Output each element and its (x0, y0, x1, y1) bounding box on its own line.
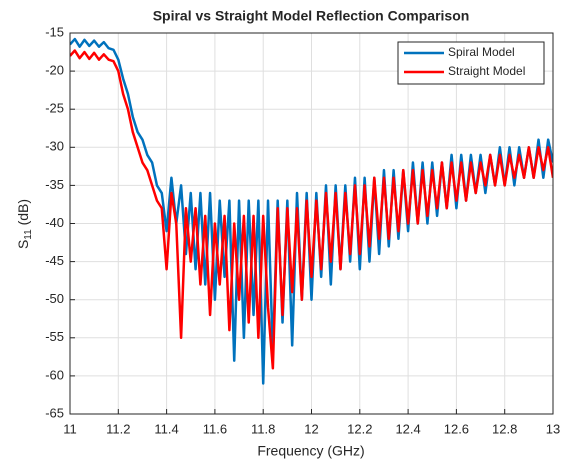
y-tick-label: -40 (45, 215, 64, 230)
y-tick-label: -50 (45, 291, 64, 306)
y-axis-label: S11 (dB) (15, 199, 34, 249)
y-tick-label: -30 (45, 139, 64, 154)
data-line (70, 49, 553, 370)
y-label-unit: (dB) (15, 199, 31, 229)
x-tick-label: 11.2 (106, 421, 130, 436)
x-tick-label: 12.6 (444, 421, 469, 436)
y-label-sub: 11 (23, 229, 34, 240)
x-tick-label: 11.6 (203, 421, 227, 436)
legend-label: Straight Model (448, 64, 525, 78)
x-tick-label: 12.4 (395, 421, 420, 436)
y-tick-label: -45 (45, 253, 64, 268)
y-tick-label: -60 (45, 367, 64, 382)
legend-label: Spiral Model (448, 45, 515, 59)
x-tick-label: 12 (304, 421, 318, 436)
y-tick-label: -20 (45, 63, 64, 78)
x-tick-label: 12.8 (492, 421, 517, 436)
plot-frame (69, 32, 554, 415)
y-tick-label: -25 (45, 101, 64, 116)
x-tick-label: 13 (546, 421, 560, 436)
y-tick-label: -35 (45, 177, 64, 192)
x-axis-label: Frequency (GHz) (257, 443, 364, 459)
x-tick-label: 11 (63, 421, 77, 436)
legend-box (397, 41, 545, 85)
x-tick-label: 12.2 (347, 421, 372, 436)
x-tick-label: 11.8 (251, 421, 275, 436)
x-tick-label: 11.4 (154, 421, 178, 436)
y-tick-label: -15 (45, 24, 64, 39)
y-tick-label: -55 (45, 329, 64, 344)
chart-title: Spiral vs Straight Model Reflection Comp… (153, 8, 470, 24)
y-tick-label: -65 (45, 405, 64, 420)
y-label-main: S (15, 240, 31, 249)
